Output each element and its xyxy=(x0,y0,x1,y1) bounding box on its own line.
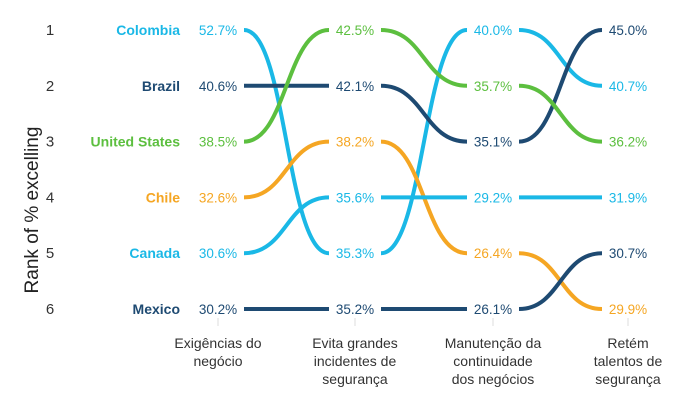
category-label: Retém talentos de segurança xyxy=(594,335,663,387)
value-label: 36.2% xyxy=(609,135,647,150)
value-label: 40.7% xyxy=(609,79,647,94)
value-label-bg xyxy=(329,188,381,207)
value-label: 35.6% xyxy=(336,190,374,205)
value-label-bg xyxy=(467,21,519,39)
column-guides xyxy=(217,318,629,326)
country-label-mexico: Mexico xyxy=(133,301,180,317)
flow-brazil xyxy=(379,83,469,144)
country-label-canada: Canada xyxy=(129,245,180,261)
value-label: 35.1% xyxy=(474,135,512,150)
value-label: 52.7% xyxy=(199,23,237,38)
value-label: 42.1% xyxy=(336,79,374,94)
value-label-bg xyxy=(329,300,381,318)
value-label-bg xyxy=(329,76,381,95)
category-label: Exigências do negócio xyxy=(174,335,261,369)
value-label-bg xyxy=(602,76,654,95)
value-label: 29.2% xyxy=(474,190,512,205)
value-label-bg xyxy=(467,76,519,95)
country-label-chile: Chile xyxy=(146,189,180,205)
value-label: 42.5% xyxy=(336,23,374,38)
value-label: 45.0% xyxy=(609,23,647,38)
rank-flows xyxy=(242,28,604,312)
value-label-bg xyxy=(329,244,381,263)
value-label: 32.6% xyxy=(199,190,237,205)
country-label-colombia: Colombia xyxy=(116,22,180,38)
rank-tick-label: 6 xyxy=(46,301,54,318)
value-label: 30.6% xyxy=(199,246,237,261)
rank-axis: 1 2 3 4 5 6 xyxy=(46,22,54,318)
category-label: Evita grandes incidentes de segurança xyxy=(312,335,398,387)
value-label: 40.6% xyxy=(199,79,237,94)
value-label-bg xyxy=(467,300,519,318)
value-label-bg xyxy=(467,244,519,263)
rank-tick-label: 1 xyxy=(46,22,54,39)
value-label: 35.7% xyxy=(474,79,512,94)
y-axis-title: Rank of % excelling xyxy=(22,127,43,294)
flow-chile xyxy=(242,139,331,200)
value-label: 40.0% xyxy=(474,23,512,38)
value-label-bg xyxy=(602,188,654,207)
value-label-bg xyxy=(329,21,381,39)
value-labels: 52.7% 35.3% 40.0% 40.7% 40.6% 42.1% 35.1% 45.0%… xyxy=(192,21,654,318)
country-label-brazil: Brazil xyxy=(142,78,180,94)
flow-colombia xyxy=(379,28,469,256)
rank-tick-label: 4 xyxy=(46,189,54,206)
value-label-bg xyxy=(467,132,519,151)
value-label-bg xyxy=(602,244,654,263)
country-label-united-states: United States xyxy=(91,134,181,150)
flow-united-states xyxy=(242,28,331,144)
rank-tick-label: 5 xyxy=(46,245,54,262)
value-label-bg xyxy=(329,132,381,151)
value-label-bg xyxy=(192,76,244,95)
value-label: 26.4% xyxy=(474,246,512,261)
value-label-bg xyxy=(602,21,654,39)
value-label-bg xyxy=(602,300,654,318)
flow-brazil xyxy=(517,28,604,144)
country-labels: Colombia Brazil United States Chile Canada Me… xyxy=(91,22,181,317)
value-label: 26.1% xyxy=(474,302,512,317)
value-label: 29.9% xyxy=(609,302,647,317)
flow-united-states xyxy=(379,28,469,88)
value-label: 38.2% xyxy=(336,135,374,150)
value-label: 30.2% xyxy=(199,302,237,317)
value-label-bg xyxy=(467,188,519,207)
value-label-bg xyxy=(602,132,654,151)
value-label: 31.9% xyxy=(609,190,647,205)
value-label-bg xyxy=(192,300,244,318)
value-label-bg xyxy=(192,21,244,39)
flow-colombia xyxy=(242,28,331,256)
flow-mexico xyxy=(517,251,604,311)
value-label-bg xyxy=(192,132,244,151)
flow-colombia xyxy=(517,28,604,88)
flow-canada xyxy=(242,195,331,256)
rank-tick-label: 3 xyxy=(46,134,54,151)
value-label-bg xyxy=(192,188,244,207)
flow-united-states xyxy=(517,83,604,144)
value-label: 30.7% xyxy=(609,246,647,261)
category-labels: Exigências do negócio Evita grandes inciden… xyxy=(174,335,662,387)
rank-tick-label: 2 xyxy=(46,78,54,95)
value-label: 35.3% xyxy=(336,246,374,261)
category-label: Manutenção da continuidade dos negócios xyxy=(445,335,542,387)
value-label-bg xyxy=(192,244,244,263)
value-label: 35.2% xyxy=(336,302,374,317)
value-label: 38.5% xyxy=(199,135,237,150)
